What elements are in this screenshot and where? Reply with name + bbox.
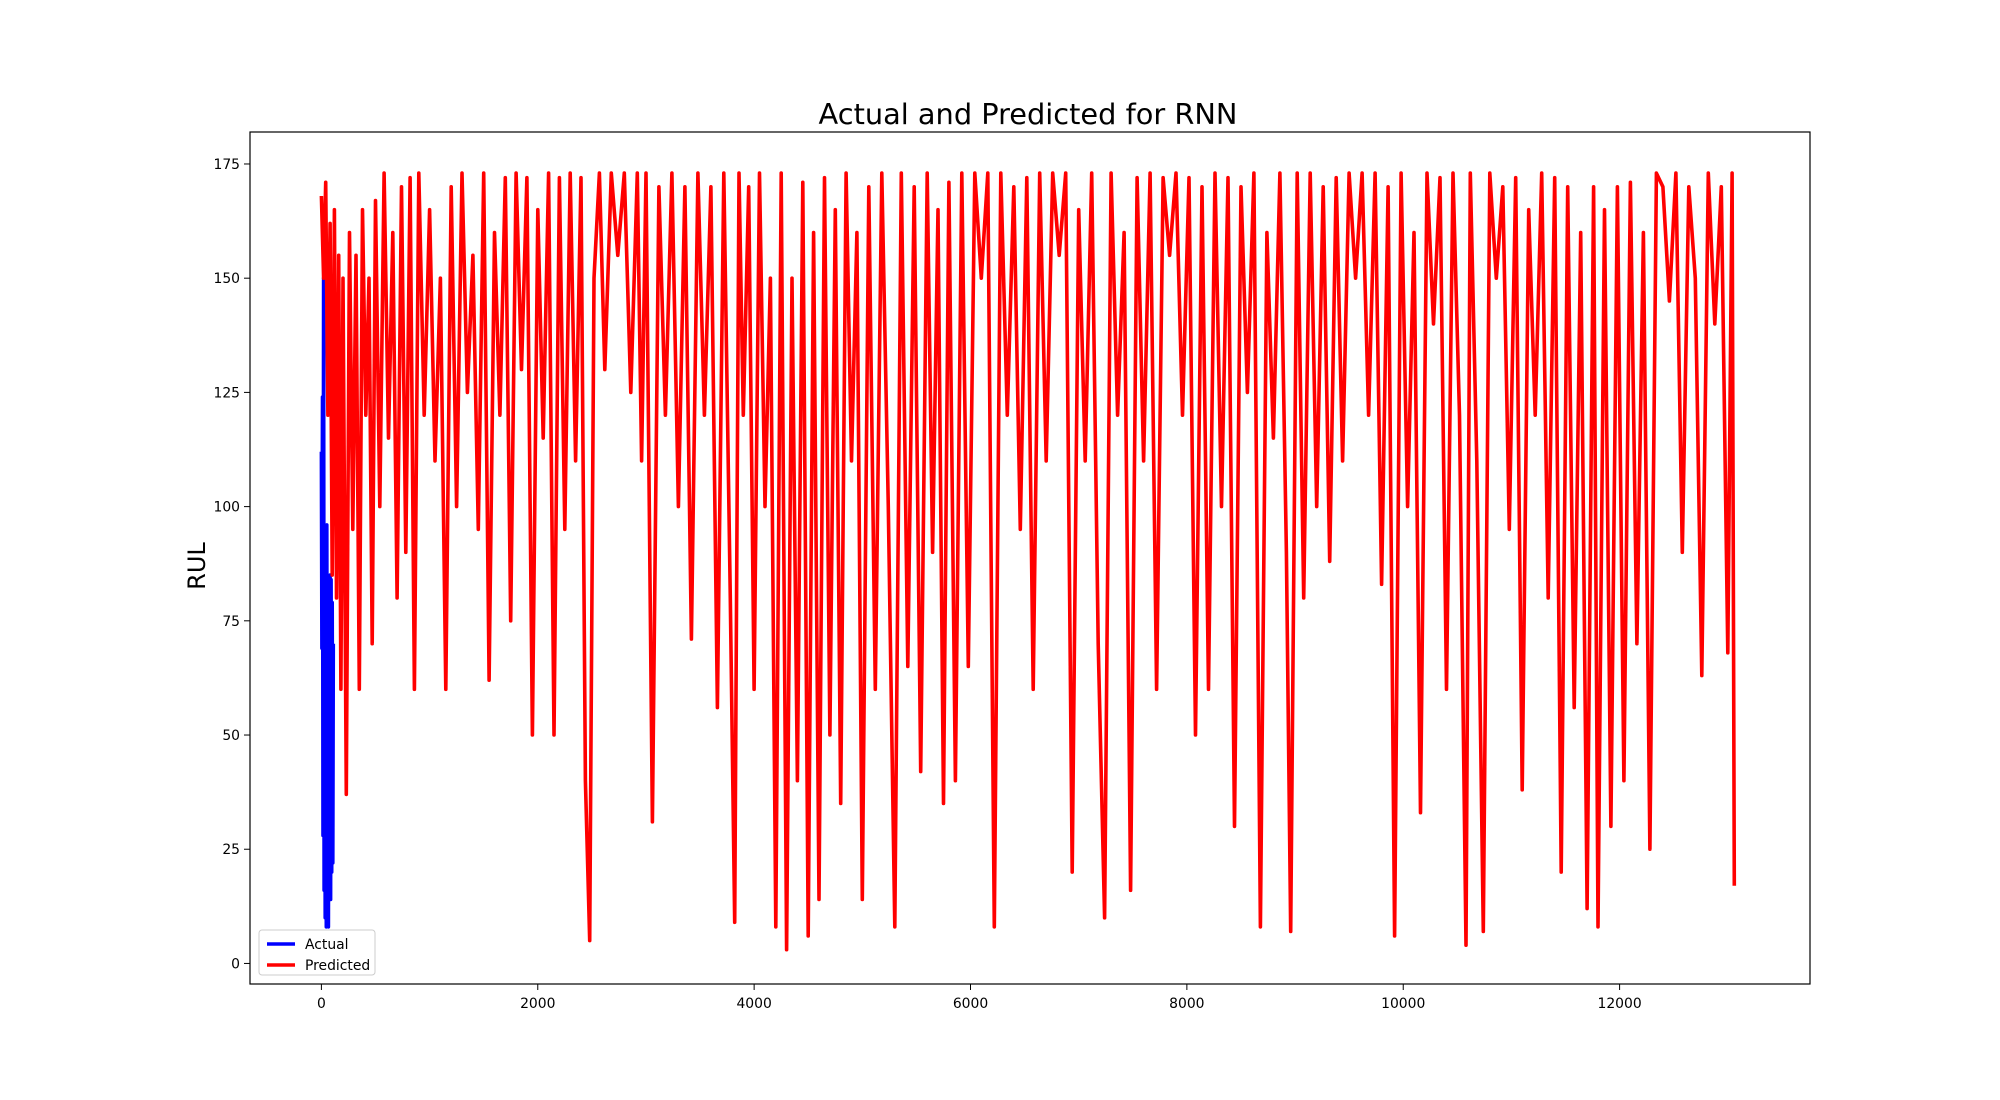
y-tick-label: 50 bbox=[222, 728, 240, 744]
series-line-predicted bbox=[319, 171, 1737, 952]
y-axis-label: RUL bbox=[183, 542, 211, 590]
x-tick-label: 0 bbox=[317, 996, 326, 1012]
legend-label: Actual bbox=[305, 937, 349, 953]
x-tick-label: 4000 bbox=[736, 996, 771, 1012]
legend: Actual Predicted bbox=[258, 929, 376, 976]
x-tick-label: 8000 bbox=[1169, 996, 1204, 1012]
y-axis-ticks: 0 25 50 75 100 125 150 175 bbox=[213, 157, 250, 972]
legend-label: Predicted bbox=[305, 958, 370, 974]
x-axis-ticks: 0 2000 4000 6000 8000 10000 12000 bbox=[317, 984, 1642, 1012]
y-tick-label: 100 bbox=[213, 500, 240, 516]
y-tick-label: 175 bbox=[213, 157, 240, 173]
chart-title: Actual and Predicted for RNN bbox=[819, 97, 1238, 131]
x-tick-label: 6000 bbox=[953, 996, 988, 1012]
y-tick-label: 0 bbox=[231, 956, 240, 972]
x-tick-label: 12000 bbox=[1597, 996, 1641, 1012]
series-line-actual bbox=[319, 276, 336, 929]
plot-frame bbox=[249, 131, 1811, 985]
y-tick-label: 125 bbox=[213, 385, 240, 401]
y-tick-label: 150 bbox=[213, 271, 240, 287]
x-tick-label: 2000 bbox=[520, 996, 555, 1012]
series-layer bbox=[319, 171, 1737, 952]
y-tick-label: 75 bbox=[222, 614, 240, 630]
y-tick-label: 25 bbox=[222, 842, 240, 858]
x-tick-label: 10000 bbox=[1381, 996, 1425, 1012]
